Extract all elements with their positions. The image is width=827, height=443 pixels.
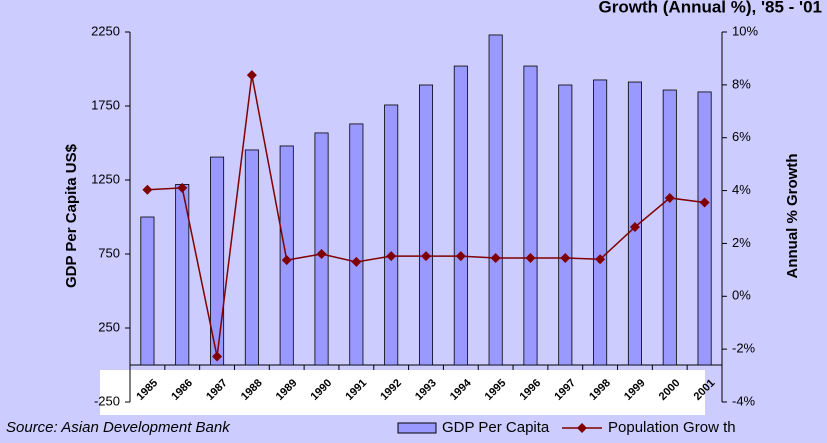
y2-tick-label: 10% [732,23,758,38]
marker [212,351,223,362]
legend-label: GDP Per Capita [442,419,550,436]
y-tick-label: 250 [98,319,120,334]
source: Source: Asian Development Bank [6,419,231,436]
marker [316,249,327,259]
y2-tick-label: 2% [732,235,751,250]
bar [384,104,399,366]
marker [490,252,501,263]
bar [697,91,712,366]
marker [246,70,257,81]
marker [177,182,188,193]
bar [314,132,329,366]
legend-marker [577,423,587,433]
bar [593,79,608,366]
marker [455,251,466,262]
chart-title: Growth (Annual %), '85 - '01 [599,0,822,16]
x-label-box [100,370,705,415]
y2-axis-label: Annual % Growth [784,154,801,279]
y2-tick-label: -2% [732,341,756,356]
bar [418,84,434,366]
y-tick-label: 750 [98,245,120,260]
y2-tick-label: -4% [732,393,756,408]
y-tick-label: 1750 [91,97,120,112]
marker [281,255,292,266]
marker [560,252,571,263]
marker [142,184,153,195]
y-tick-label: -250 [94,393,120,408]
legend-label: Population Grow th [608,419,736,436]
y-tick-label: 1250 [91,171,120,186]
marker [629,222,640,233]
bar [453,65,468,366]
bar [140,216,155,366]
y-axis-label: GDP Per Capita US$ [63,143,80,288]
marker [595,254,606,265]
bar [210,156,225,366]
marker [386,251,397,262]
bar [349,123,364,366]
legend-swatch [397,422,437,434]
y-tick-label: 2250 [91,23,120,38]
bar [558,84,573,366]
y2-tick-label: 6% [732,129,751,144]
bar [488,34,503,366]
bar [244,149,259,366]
marker [525,252,536,263]
y2-tick-label: 0% [732,288,751,303]
marker [421,251,431,262]
y2-tick-label: 4% [732,182,751,197]
marker [351,256,362,267]
bar [523,65,538,366]
y2-tick-label: 8% [732,76,751,91]
bar [662,89,677,366]
marker [699,197,710,208]
marker [664,192,675,203]
